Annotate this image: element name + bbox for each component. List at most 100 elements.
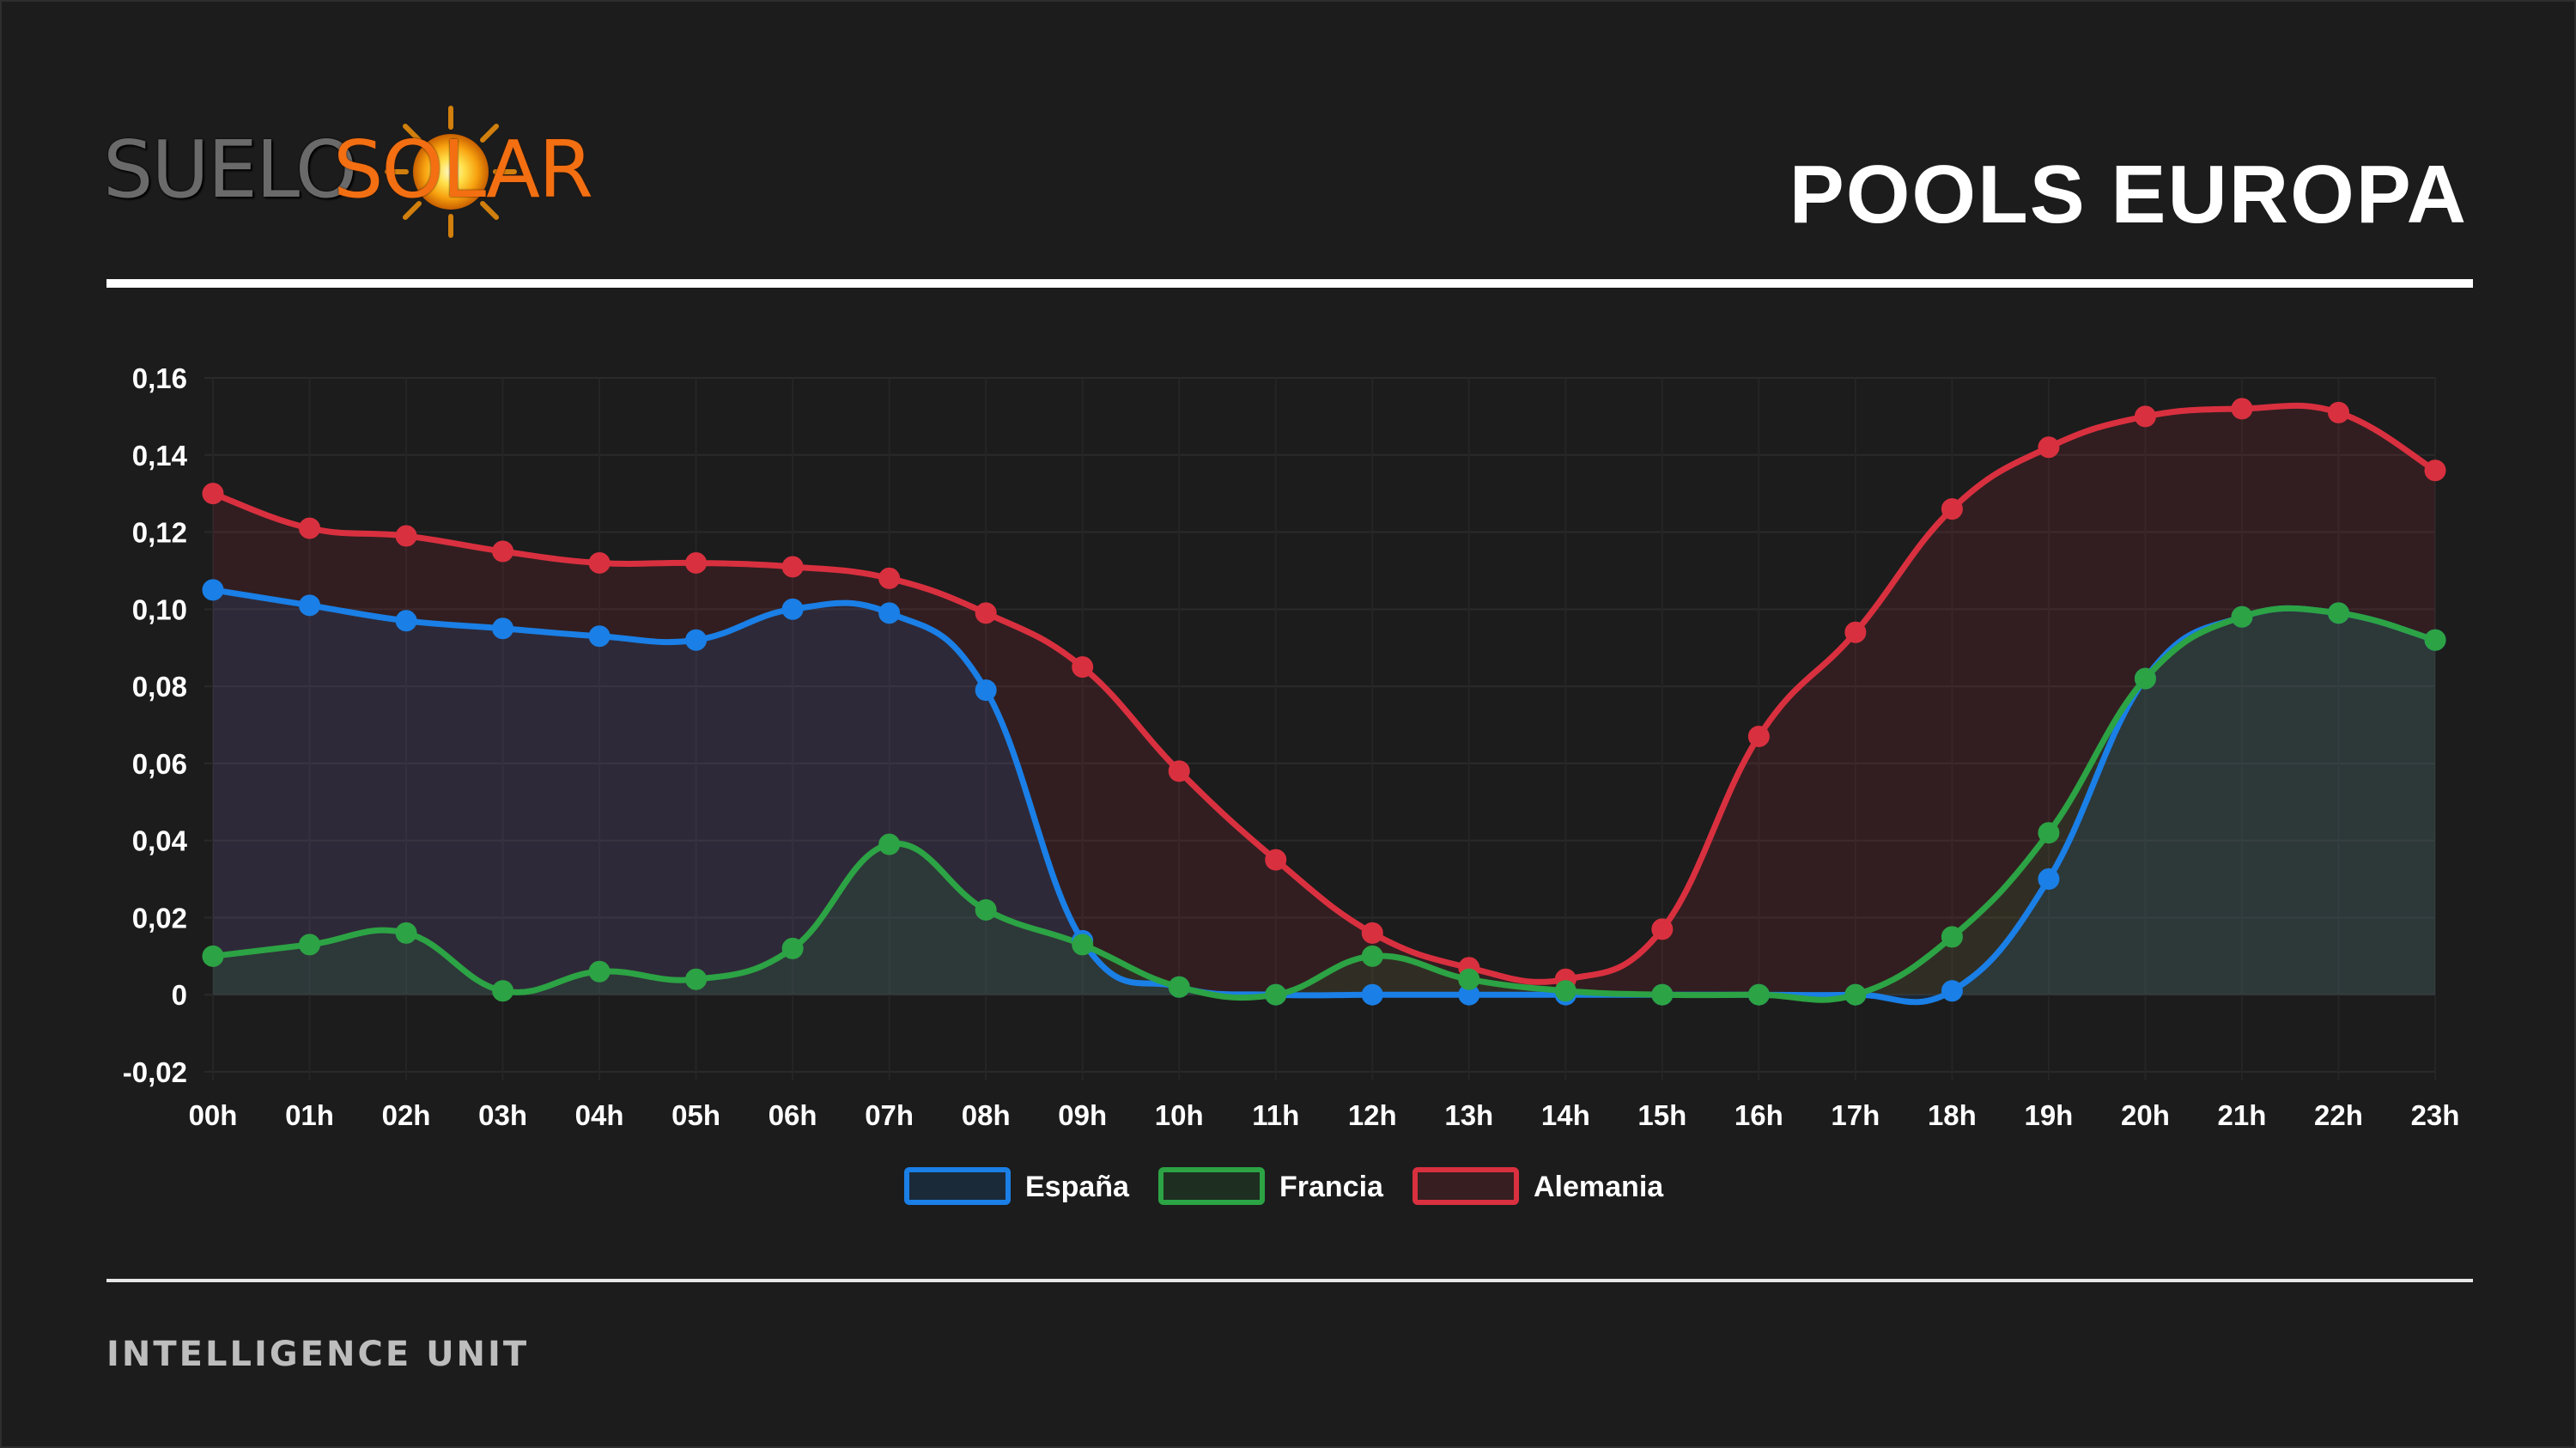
x-tick-label: 01h — [285, 1099, 334, 1131]
data-point — [1072, 656, 1094, 678]
y-tick-label: 0,12 — [132, 517, 187, 549]
x-tick-label: 10h — [1155, 1099, 1204, 1131]
data-point — [2134, 667, 2156, 690]
data-point — [1168, 976, 1190, 998]
data-point — [781, 937, 804, 959]
data-point — [975, 679, 997, 702]
data-point — [202, 945, 224, 967]
chart-points — [202, 398, 2446, 1006]
data-point — [975, 898, 997, 921]
x-tick-label: 21h — [2218, 1099, 2267, 1131]
data-point — [1651, 983, 1674, 1006]
data-point — [395, 922, 417, 944]
legend-label: Francia — [1279, 1171, 1384, 1203]
y-tick-label: 0,04 — [132, 825, 188, 857]
x-tick-label: 19h — [2024, 1099, 2073, 1131]
header-divider — [106, 279, 2473, 288]
y-tick-label: 0,02 — [132, 902, 187, 934]
data-point — [299, 517, 321, 539]
x-tick-label: 22h — [2314, 1099, 2363, 1131]
y-tick-label: 0,08 — [132, 671, 187, 703]
data-point — [1361, 983, 1383, 1006]
y-tick-label: 0,10 — [132, 593, 187, 625]
logo-text-suelo: SUELO — [103, 124, 357, 216]
x-tick-label: 00h — [189, 1099, 238, 1131]
data-point — [878, 567, 901, 589]
data-point — [1458, 968, 1480, 990]
data-point — [1361, 922, 1383, 944]
data-point — [1554, 980, 1577, 1002]
data-point — [975, 602, 997, 624]
logo-text-solar: SOLAR — [333, 124, 593, 216]
data-point — [685, 968, 708, 990]
data-point — [878, 602, 901, 624]
data-point — [2038, 436, 2060, 459]
data-point — [588, 625, 611, 648]
data-point — [1844, 983, 1867, 1006]
data-point — [2038, 822, 2060, 844]
x-tick-label: 03h — [478, 1099, 527, 1131]
data-point — [2134, 405, 2156, 428]
line-chart: -0,02 0 0,02 0,04 0,06 0,08 0,10 0,12 0,14 0,16 0… — [123, 362, 2460, 1205]
legend-swatch — [904, 1167, 1011, 1205]
data-point — [492, 618, 514, 640]
data-point — [685, 629, 708, 651]
data-point — [1651, 918, 1674, 940]
y-tick-label: 0,16 — [132, 362, 187, 394]
data-point — [2327, 401, 2349, 423]
x-tick-label: 11h — [1252, 1099, 1299, 1131]
data-point — [1072, 934, 1094, 956]
x-tick-label: 23h — [2411, 1099, 2460, 1131]
x-axis-ticks: 00h 01h 02h 03h 04h 05h 06h 07h 08h 09h 10h 11h 12h 1… — [189, 1099, 2460, 1131]
suelosolar-logo: SUELO SOLAR — [103, 103, 593, 240]
x-tick-label: 04h — [575, 1099, 624, 1131]
x-tick-label: 02h — [382, 1099, 431, 1131]
x-tick-label: 20h — [2121, 1099, 2170, 1131]
data-point — [588, 551, 611, 574]
data-point — [1941, 498, 1963, 520]
data-point — [202, 483, 224, 505]
x-tick-label: 17h — [1831, 1099, 1880, 1131]
data-point — [2038, 868, 2060, 891]
y-tick-label: 0,06 — [132, 748, 187, 780]
footer-divider — [106, 1279, 2473, 1282]
data-point — [1168, 760, 1190, 782]
x-tick-label: 16h — [1735, 1099, 1783, 1131]
series-area-0 — [213, 589, 2435, 1002]
data-point — [1941, 980, 1963, 1002]
chart-grid — [204, 377, 2436, 1080]
data-point — [2424, 629, 2446, 651]
x-tick-label: 07h — [865, 1099, 914, 1131]
data-point — [1747, 983, 1770, 1006]
y-tick-label: 0,14 — [132, 440, 188, 472]
data-point — [299, 934, 321, 956]
data-point — [1361, 945, 1383, 967]
page-title: POOLS EUROPA — [1789, 149, 2468, 240]
x-tick-label: 13h — [1444, 1099, 1493, 1131]
data-point — [2327, 602, 2349, 624]
data-point — [1844, 621, 1867, 643]
sun-icon — [385, 106, 517, 238]
data-point — [395, 525, 417, 547]
data-point — [781, 556, 804, 578]
legend-label: España — [1025, 1171, 1130, 1203]
x-tick-label: 15h — [1637, 1099, 1686, 1131]
series-area-2 — [213, 405, 2435, 995]
x-tick-label: 12h — [1348, 1099, 1397, 1131]
data-point — [492, 980, 514, 1002]
data-point — [878, 833, 901, 855]
data-point — [1747, 725, 1770, 747]
x-tick-label: 18h — [1928, 1099, 1977, 1131]
chart-legend: España Francia Alemania — [904, 1167, 1664, 1205]
data-point — [781, 598, 804, 620]
y-tick-label: 0 — [172, 979, 187, 1011]
legend-label: Alemania — [1534, 1171, 1664, 1203]
data-point — [395, 610, 417, 632]
x-tick-label: 14h — [1541, 1099, 1590, 1131]
legend-swatch — [1158, 1167, 1265, 1205]
data-point — [1265, 849, 1287, 871]
data-point — [685, 551, 708, 574]
x-tick-label: 05h — [671, 1099, 720, 1131]
data-point — [588, 960, 611, 983]
